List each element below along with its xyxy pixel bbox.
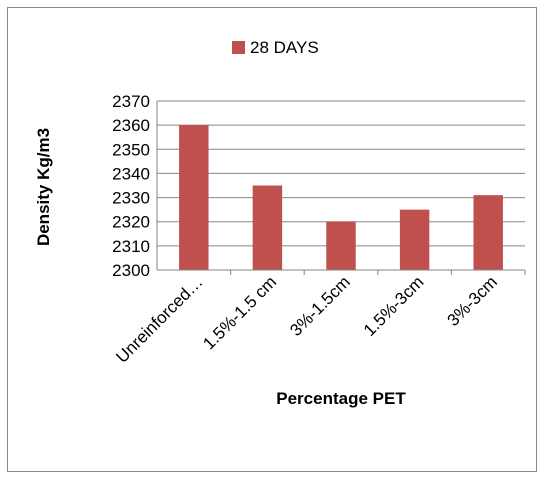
legend-swatch [232, 41, 245, 54]
axes [156, 101, 526, 275]
x-tick-label: 3%-3cm [443, 272, 501, 330]
x-tick-label: 3%-1.5cm [286, 272, 354, 340]
x-tick-label: 1.5%-3cm [360, 272, 428, 340]
x-axis-title: Percentage PET [276, 389, 406, 408]
x-tick-label: 1.5%-1.5 cm [199, 272, 280, 353]
gridlines [157, 100, 525, 247]
x-tick-label: Unreinforced… [112, 272, 206, 366]
y-tick-label: 2350 [112, 140, 150, 159]
bars [179, 125, 503, 271]
bar [326, 221, 356, 270]
y-tick-labels: 2300 2310 2320 2330 2340 2350 2360 2370 [112, 92, 150, 280]
y-tick-label: 2370 [112, 92, 150, 111]
bar [473, 195, 503, 270]
bar [179, 125, 209, 271]
bar [252, 185, 283, 270]
y-tick-label: 2330 [112, 189, 150, 208]
y-tick-label: 2340 [112, 164, 150, 183]
y-tick-label: 2320 [112, 213, 150, 232]
y-tick-label: 2300 [112, 261, 150, 280]
y-axis-title: Density Kg/m3 [34, 128, 53, 246]
y-tick-label: 2310 [112, 237, 150, 256]
bar [399, 209, 430, 270]
legend-label: 28 DAYS [250, 38, 319, 57]
x-tick-labels: Unreinforced…1.5%-1.5 cm 3%-1.5cm 1.5%-3cm… [112, 272, 501, 366]
legend: 28 DAYS [232, 38, 319, 57]
y-tick-label: 2360 [112, 116, 150, 135]
